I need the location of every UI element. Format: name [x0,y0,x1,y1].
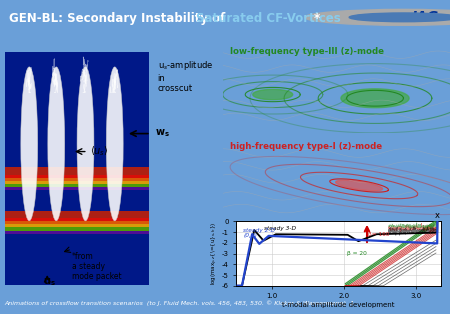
Text: x: x [435,211,440,220]
Text: IAG: IAG [412,10,439,24]
Text: Saturated CF-Vortices: Saturated CF-Vortices [196,12,341,24]
Bar [4,175,148,178]
Ellipse shape [21,67,38,221]
Text: steady 2-D
(0,0): steady 2-D (0,0) [243,228,275,238]
Ellipse shape [77,67,94,221]
Circle shape [305,9,450,25]
Polygon shape [341,89,409,108]
Y-axis label: log(max$_{y,z}${\={u}$_{s,h}$}): log(max$_{y,z}${\={u}$_{s,h}$}) [210,222,220,285]
Text: Animations of crossflow transition scenarios  (to J. Fluid Mech. vols. 456, 483,: Animations of crossflow transition scena… [4,300,355,306]
Bar [4,225,148,227]
Bar [4,227,148,230]
Bar [4,51,148,285]
Bar [4,178,148,181]
Text: GEN-BL: Secondary Instability of: GEN-BL: Secondary Instability of [9,12,230,24]
Text: $\mathbf{w_s}$: $\mathbf{w_s}$ [155,128,170,139]
Text: β= 160: β= 160 [369,232,390,237]
Bar [4,184,148,187]
Text: low-frequency type-III (z)-mode: low-frequency type-III (z)-mode [230,47,383,56]
Ellipse shape [106,67,123,221]
Ellipse shape [48,67,65,221]
Polygon shape [253,89,293,100]
Text: *from
a steady
mode packet: *from a steady mode packet [72,252,122,281]
Bar [4,230,148,234]
Text: u$_s$-amplitude
in
crosscut: u$_s$-amplitude in crosscut [158,59,213,93]
Bar [4,181,148,184]
Bar [4,167,148,190]
Text: $\langle u_s \rangle$: $\langle u_s \rangle$ [90,145,109,159]
Text: high-frequency type-I (z)-mode: high-frequency type-I (z)-mode [230,142,382,151]
Text: β = 20: β = 20 [347,251,367,256]
Text: $\mathbf{u_s}$: $\mathbf{u_s}$ [43,277,55,288]
Bar [4,187,148,190]
Bar [4,211,148,234]
Circle shape [349,13,450,22]
Bar [4,218,148,221]
Bar [4,221,148,225]
Polygon shape [336,180,382,191]
Text: *: * [314,12,320,24]
X-axis label: t-modal amplitude development: t-modal amplitude development [283,302,395,308]
Text: steady 3-D: steady 3-D [264,226,296,231]
